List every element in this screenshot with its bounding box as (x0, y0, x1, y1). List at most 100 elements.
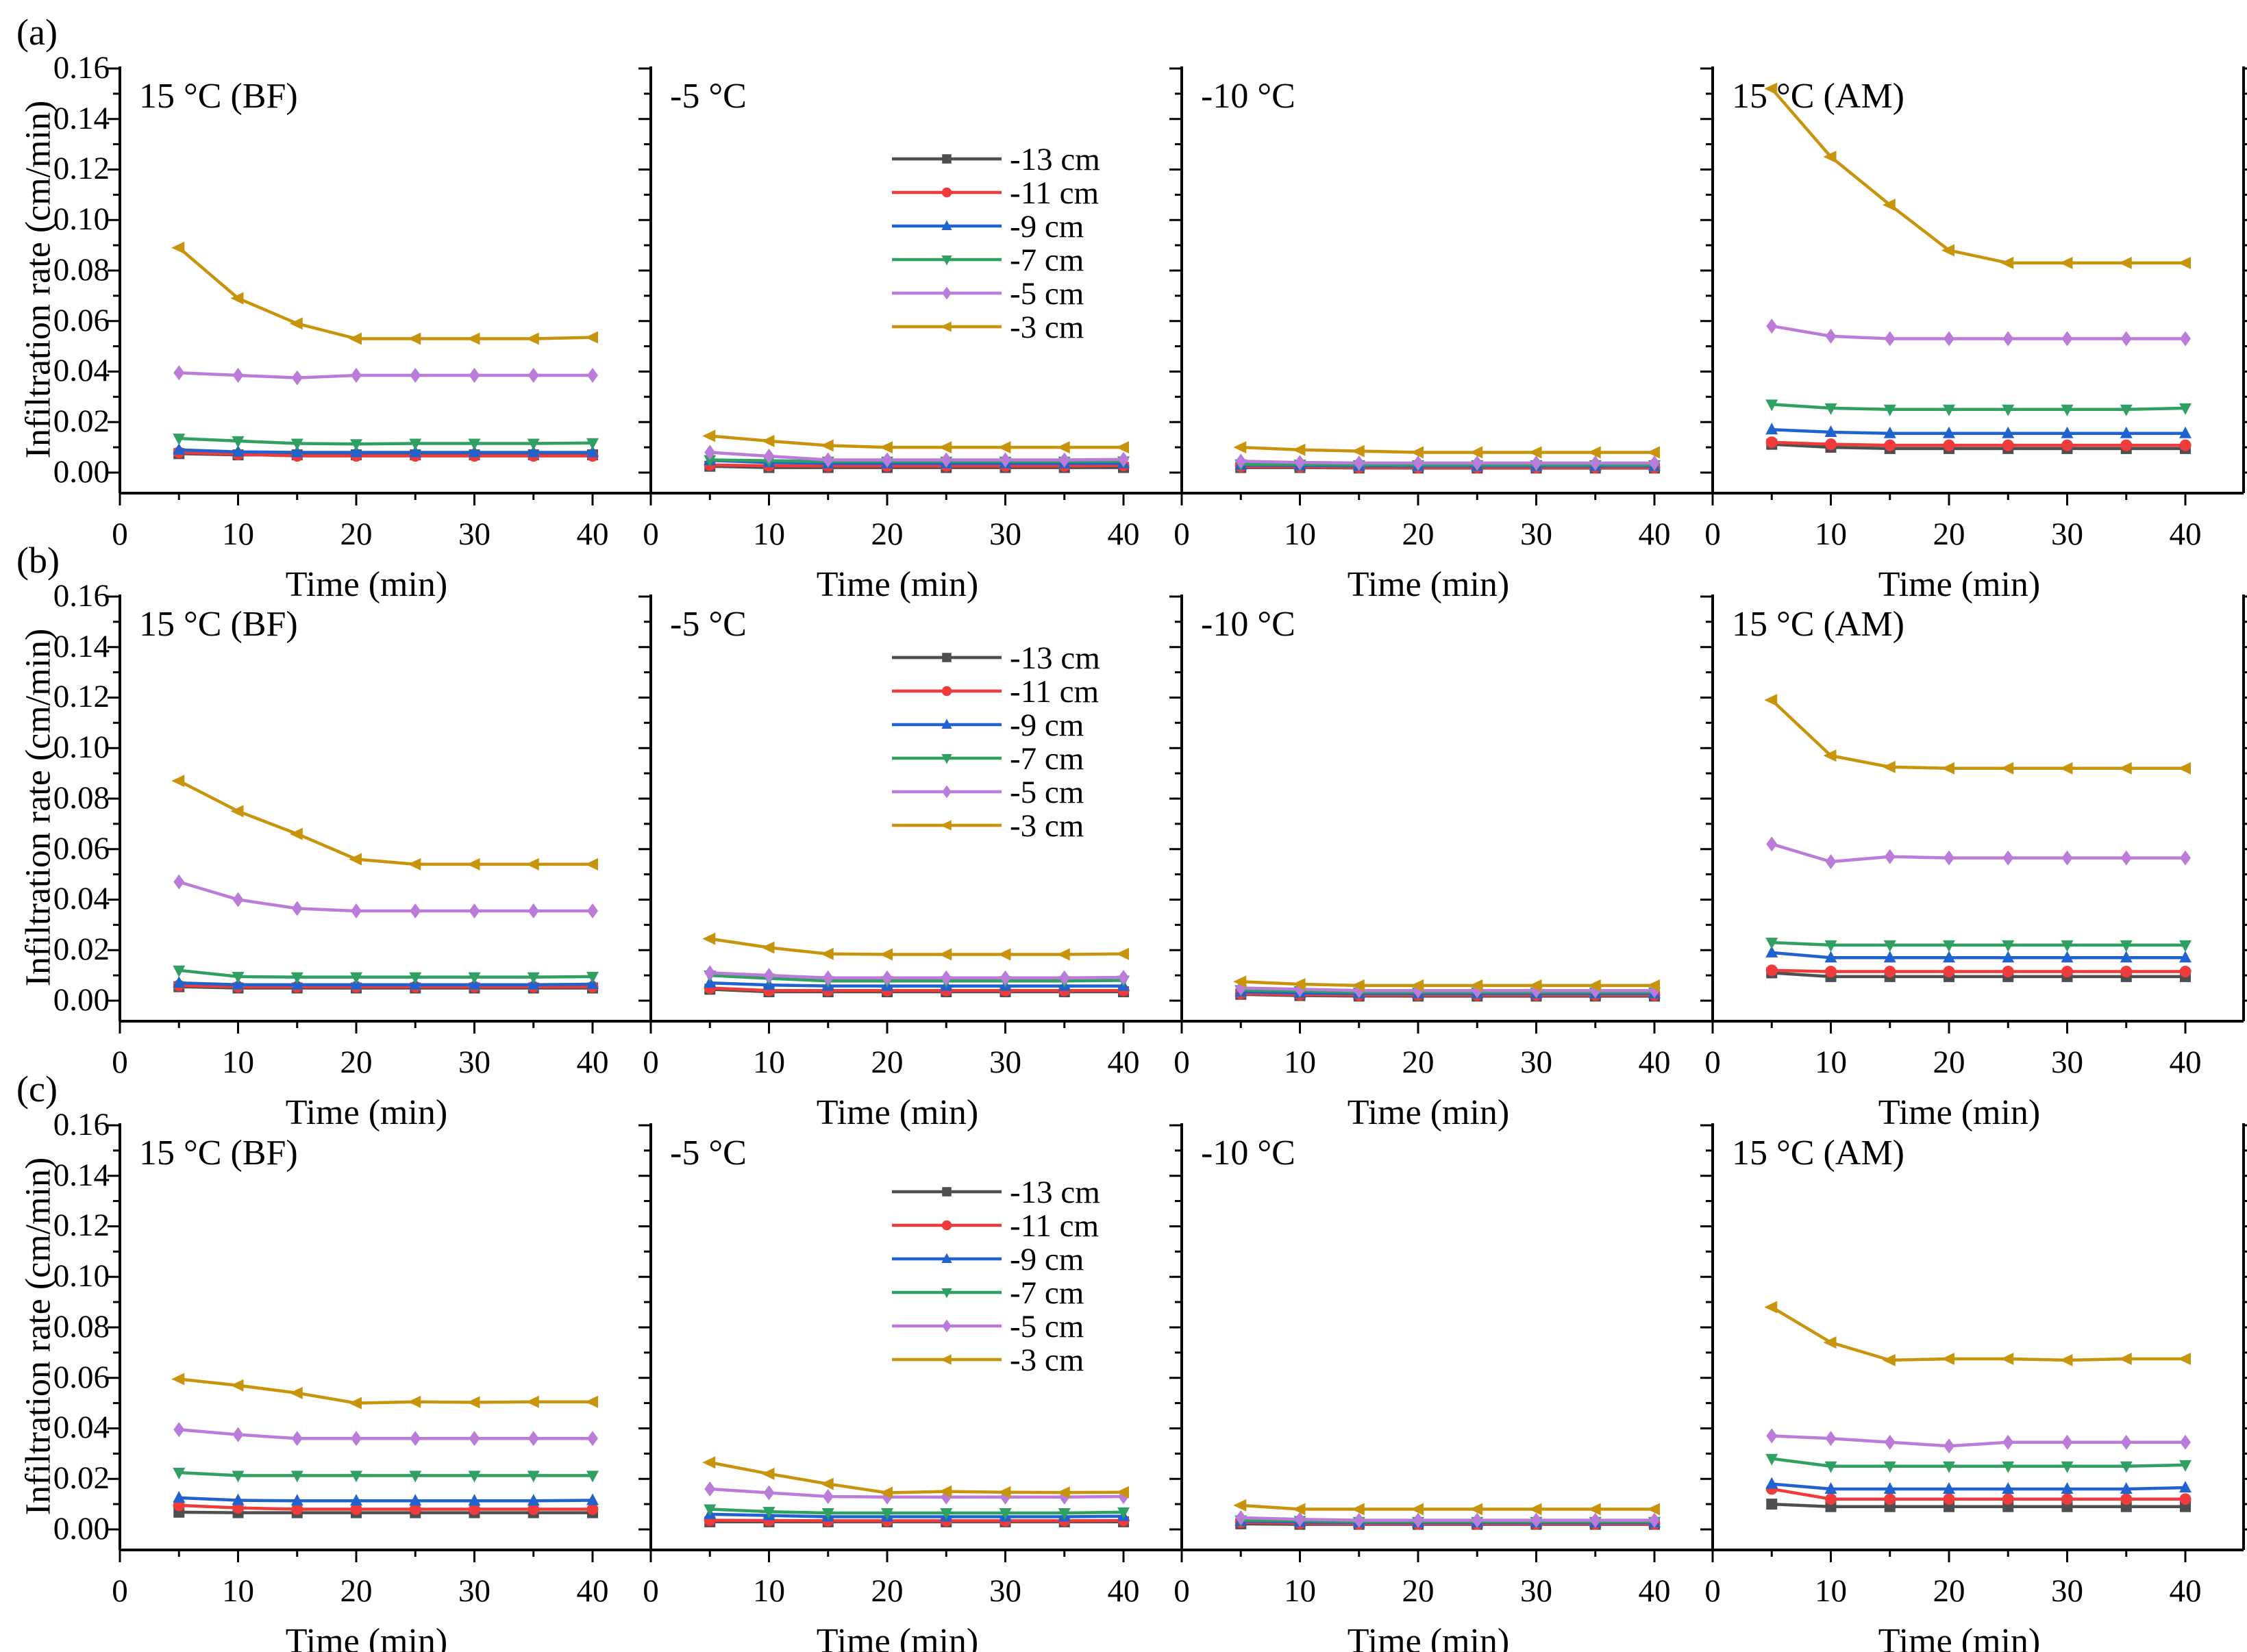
triangle-left-marker (880, 441, 893, 454)
diamond-marker (1294, 1512, 1306, 1527)
diamond-marker (2180, 1434, 2191, 1450)
series-line (179, 1496, 593, 1503)
series-line (179, 1377, 593, 1405)
triangle-left-marker (2059, 256, 2073, 269)
series-line (179, 1503, 593, 1511)
triangle-left-marker (1469, 1503, 1483, 1516)
axis-ticks (638, 1124, 1125, 1562)
triangle-left-marker (761, 941, 775, 954)
triangle-down-marker (762, 1507, 775, 1519)
circle-marker (2002, 439, 2014, 451)
triangle-left-marker (349, 332, 362, 345)
triangle-left-marker (1528, 446, 1542, 459)
diamond-marker (1058, 452, 1070, 468)
triangle-up-marker (941, 718, 952, 729)
axis-ticks (108, 67, 594, 505)
diamond-marker (2180, 331, 2191, 347)
x-tick-label: 20 (1933, 1044, 1965, 1080)
triangle-left-marker (525, 858, 539, 871)
panel-c-col1: 0 10 20 30 40 Time (min) 15 °C (BF) (108, 1123, 651, 1652)
triangle-left-marker (1116, 1486, 1129, 1499)
triangle-left-marker (1882, 1353, 1896, 1366)
series--5cm (173, 365, 598, 386)
x-tick-label: 0 (1704, 516, 1721, 552)
triangle-down-marker (350, 439, 362, 451)
triangle-left-marker (408, 1395, 421, 1408)
triangle-left-marker (1823, 1336, 1837, 1349)
triangle-down-marker (1943, 404, 1955, 416)
x-tick-label: 10 (753, 516, 785, 552)
triangle-up-marker (941, 220, 952, 230)
diamond-marker (173, 1422, 185, 1438)
x-tick-label: 40 (1108, 1573, 1140, 1609)
diamond-marker (1413, 455, 1424, 471)
triangle-up-marker (527, 1494, 540, 1506)
x-tick-label: 30 (2051, 516, 2083, 552)
diamond-marker (2061, 1434, 2073, 1450)
diamond-marker (1472, 983, 1483, 999)
triangle-left-marker (289, 317, 303, 330)
diamond-marker (410, 903, 421, 919)
triangle-up-marker (2120, 1481, 2133, 1494)
diamond-marker (527, 1431, 539, 1447)
diamond-marker (1589, 1512, 1601, 1528)
series--7cm (1765, 938, 2192, 952)
y-tick-label: 0.10 (53, 201, 110, 238)
triangle-left-marker (1056, 1486, 1070, 1499)
panel-temperature-label: 15 °C (BF) (139, 605, 298, 644)
triangle-left-marker (467, 332, 480, 345)
triangle-down-marker (2002, 404, 2015, 416)
diamond-marker (410, 1431, 421, 1447)
x-tick-label: 0 (643, 1044, 659, 1080)
triangle-up-marker (2120, 426, 2133, 438)
triangle-down-marker (704, 455, 717, 467)
panel-c-col2: 0 10 20 30 40 Time (min) -5 °C -13 cm-11 cm-9 c… (638, 1123, 1182, 1652)
triangle-left-marker (1116, 947, 1129, 960)
circle-marker (1825, 1493, 1837, 1505)
diamond-marker (1944, 331, 1954, 347)
triangle-down-marker (704, 1504, 717, 1516)
axes-spines (119, 1123, 651, 1551)
diamond-marker (882, 452, 893, 468)
triangle-down-marker (1883, 940, 1896, 952)
x-tick-label: 40 (577, 1573, 609, 1609)
legend-label: -11 cm (1010, 175, 1099, 211)
triangle-down-marker (2061, 1461, 2074, 1473)
series--9cm (1765, 945, 2192, 963)
y-tick-label: 0.06 (53, 1359, 110, 1395)
y-tick-label: 0.08 (53, 779, 110, 816)
triangle-left-marker (820, 439, 834, 452)
series--7cm (173, 965, 599, 984)
diamond-marker (882, 970, 893, 986)
triangle-left-marker (349, 853, 362, 866)
diamond-marker (1472, 1512, 1483, 1528)
triangle-left-marker (585, 858, 598, 871)
triangle-down-marker (1943, 940, 1955, 952)
triangle-down-marker (586, 438, 599, 450)
triangle-left-marker (171, 1373, 185, 1386)
triangle-left-marker (2118, 256, 2132, 269)
diamond-marker (527, 903, 539, 919)
circle-marker (941, 1220, 952, 1231)
diamond-marker (1294, 455, 1306, 471)
x-tick-label: 10 (222, 1044, 254, 1080)
triangle-left-marker (2000, 762, 2014, 775)
series-line (1241, 460, 1654, 465)
y-tick-label: 0.10 (53, 729, 110, 766)
x-tick-label: 30 (989, 1044, 1021, 1080)
triangle-down-marker (940, 1507, 953, 1520)
x-tick-label: 20 (871, 1044, 904, 1080)
series--5cm (1235, 1510, 1660, 1528)
diamond-marker (351, 903, 362, 919)
circle-marker (1943, 439, 1955, 451)
diamond-marker (1589, 455, 1601, 471)
series-line (1241, 980, 1654, 988)
diamond-marker (1825, 328, 1837, 344)
triangle-left-marker (289, 1386, 303, 1399)
diamond-marker (822, 970, 834, 986)
circle-marker (409, 1503, 421, 1515)
triangle-left-marker (171, 241, 185, 254)
series-line (179, 448, 593, 454)
diamond-marker (1649, 1512, 1660, 1528)
diamond-marker (2120, 1434, 2132, 1450)
